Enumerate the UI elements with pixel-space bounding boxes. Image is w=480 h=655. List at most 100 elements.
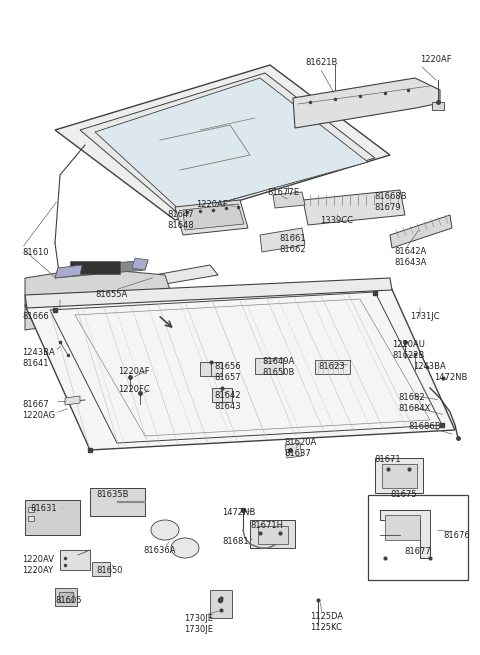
Text: 81648: 81648: [167, 221, 193, 230]
Polygon shape: [95, 78, 368, 213]
Text: 81650: 81650: [96, 566, 122, 575]
Text: 81642A: 81642A: [394, 247, 426, 256]
Polygon shape: [25, 268, 170, 330]
Text: 81677E: 81677E: [267, 188, 299, 197]
Bar: [90, 488, 145, 516]
Text: 81635B: 81635B: [96, 490, 129, 499]
Text: 1220AV: 1220AV: [22, 555, 54, 564]
Bar: [375, 458, 423, 493]
Text: 81666: 81666: [22, 312, 49, 321]
Polygon shape: [303, 190, 405, 225]
Text: 1220AF: 1220AF: [420, 55, 452, 64]
Text: 1472NB: 1472NB: [222, 508, 255, 517]
Ellipse shape: [151, 520, 179, 540]
Bar: [59, 592, 73, 602]
Text: 1243BA: 1243BA: [413, 362, 446, 371]
Bar: [28, 516, 34, 521]
Polygon shape: [385, 515, 420, 540]
Text: 81647: 81647: [167, 210, 193, 219]
Bar: [368, 495, 468, 580]
Text: 81686B: 81686B: [408, 422, 441, 431]
Polygon shape: [55, 260, 148, 278]
Text: 81641: 81641: [22, 359, 48, 368]
Text: 81656: 81656: [214, 362, 240, 371]
Ellipse shape: [143, 322, 153, 329]
Polygon shape: [260, 228, 305, 252]
Text: 1243BA: 1243BA: [22, 348, 55, 357]
Bar: [250, 520, 295, 548]
Bar: [25, 500, 80, 535]
Text: 81620A: 81620A: [284, 438, 316, 447]
Bar: [258, 526, 288, 544]
Text: 81649A: 81649A: [262, 357, 294, 366]
Ellipse shape: [101, 497, 113, 507]
Text: 1220AF: 1220AF: [118, 367, 150, 376]
Polygon shape: [285, 443, 302, 458]
Text: 81610: 81610: [22, 248, 48, 257]
Bar: [212, 388, 232, 402]
Text: 81682: 81682: [398, 393, 425, 402]
Polygon shape: [273, 192, 305, 208]
Ellipse shape: [50, 329, 60, 335]
Ellipse shape: [171, 538, 199, 558]
Text: 1472NB: 1472NB: [434, 373, 468, 382]
Text: 81631: 81631: [30, 504, 57, 513]
Text: 81671H: 81671H: [250, 521, 283, 530]
Bar: [92, 562, 110, 576]
Polygon shape: [55, 65, 390, 220]
Text: 1339CC: 1339CC: [320, 216, 353, 225]
Text: 1125KC: 1125KC: [310, 623, 342, 632]
Text: 81675: 81675: [390, 490, 417, 499]
Text: 1220AY: 1220AY: [22, 566, 53, 575]
Text: 1731JC: 1731JC: [410, 312, 440, 321]
Text: 81605: 81605: [55, 596, 82, 605]
Text: 81662: 81662: [279, 245, 306, 254]
Text: 81667: 81667: [22, 400, 49, 409]
Text: 1125DA: 1125DA: [310, 612, 343, 621]
Bar: [432, 102, 444, 110]
Polygon shape: [80, 73, 375, 215]
Bar: [60, 550, 90, 570]
Ellipse shape: [46, 326, 64, 338]
Text: 1730JE: 1730JE: [184, 614, 213, 623]
Polygon shape: [55, 265, 82, 278]
Bar: [315, 360, 350, 374]
Text: 81622B: 81622B: [392, 351, 424, 360]
Ellipse shape: [35, 514, 45, 522]
Text: 81681: 81681: [222, 537, 249, 546]
Polygon shape: [183, 204, 244, 230]
Bar: [382, 464, 417, 488]
Text: 81643A: 81643A: [394, 258, 426, 267]
Bar: [210, 590, 232, 618]
Bar: [28, 507, 34, 512]
Bar: [55, 588, 77, 606]
Text: 81677: 81677: [404, 547, 431, 556]
Ellipse shape: [31, 511, 49, 525]
Text: 81671: 81671: [374, 455, 401, 464]
Text: 81621B: 81621B: [305, 58, 337, 67]
Text: 1220FC: 1220FC: [118, 385, 150, 394]
Text: 1220AU: 1220AU: [392, 340, 425, 349]
Ellipse shape: [96, 493, 118, 511]
Ellipse shape: [139, 319, 157, 331]
Text: 81668B: 81668B: [374, 192, 407, 201]
Text: 1220AF: 1220AF: [196, 200, 228, 209]
Bar: [200, 362, 222, 376]
Text: 81650B: 81650B: [262, 368, 294, 377]
Text: 81657: 81657: [214, 373, 240, 382]
Text: 81642: 81642: [214, 391, 240, 400]
Bar: [70, 261, 120, 274]
Polygon shape: [390, 215, 452, 248]
Text: 81679: 81679: [374, 203, 401, 212]
Text: 81684X: 81684X: [398, 404, 431, 413]
Text: 1220AG: 1220AG: [22, 411, 55, 420]
Polygon shape: [293, 78, 440, 128]
Polygon shape: [175, 200, 248, 235]
Text: 81623: 81623: [318, 362, 345, 371]
Text: 81636A: 81636A: [143, 546, 176, 555]
Polygon shape: [65, 396, 80, 405]
Text: 81643: 81643: [214, 402, 240, 411]
Text: 81661: 81661: [279, 234, 306, 243]
Text: 81655A: 81655A: [95, 290, 127, 299]
Polygon shape: [110, 265, 218, 292]
